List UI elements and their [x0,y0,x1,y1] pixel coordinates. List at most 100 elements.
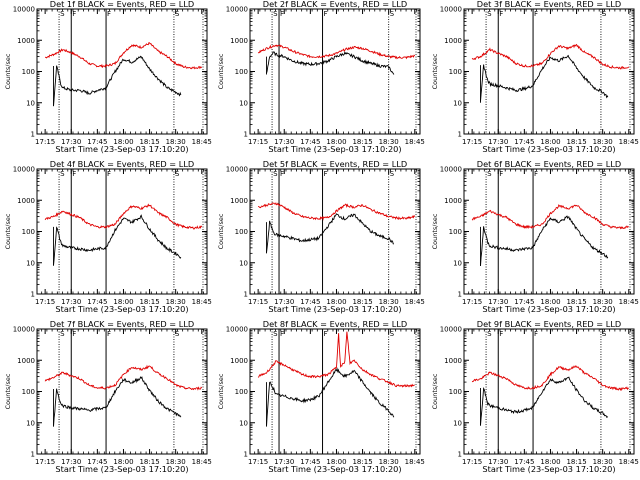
chart-title: Det 3f BLACK = Events, RED = LLD [476,0,620,9]
x-axis-label: Start Time (23-Sep-03 17:10:20) [269,464,402,474]
lld-series-line [471,43,629,70]
detector-panel-8: Det 8f BLACK = Events, RED = LLD Counts/s… [213,319,426,480]
x-tick-label: 18:00 [540,298,560,306]
chart-svg: Det 1f BLACK = Events, RED = LLD Counts/s… [4,0,212,154]
x-tick-label: 17:30 [61,458,81,466]
y-tick-label: 10 [453,419,462,427]
x-tick-label: 17:45 [301,298,321,306]
lld-series-line [258,44,416,60]
detector-panel-5: Det 5f BLACK = Events, RED = LLD Counts/s… [213,159,426,320]
detector-panel-4: Det 4f BLACK = Events, RED = LLD Counts/s… [0,159,213,320]
detector-panel-2: Det 2f BLACK = Events, RED = LLD Counts/s… [213,0,426,160]
marker-label: F [107,170,111,178]
chart-svg: Det 3f BLACK = Events, RED = LLD Counts/s… [431,0,639,154]
x-tick-label: 18:45 [618,298,638,306]
y-tick-label: 1 [457,451,461,459]
x-tick-label: 17:30 [274,138,294,146]
marker-label: F [534,10,538,18]
x-tick-label: 18:15 [353,458,373,466]
marker-label: F [107,330,111,338]
marker-label: S [390,10,395,18]
y-tick-label: 10 [26,99,35,107]
y-tick-label: 10 [239,419,248,427]
events-series-line [53,376,182,427]
y-tick-label: 1 [244,451,248,459]
chart-svg: Det 7f BLACK = Events, RED = LLD Counts/s… [4,319,212,474]
y-tick-label: 100 [235,68,248,76]
y-tick-label: 1000 [444,357,462,365]
marker-label: S [273,10,278,18]
events-series-line [266,367,395,427]
x-axis-label: Start Time (23-Sep-03 17:10:20) [55,144,188,154]
x-axis-label: Start Time (23-Sep-03 17:10:20) [482,304,615,314]
x-axis-label: Start Time (23-Sep-03 17:10:20) [269,304,402,314]
y-tick-label: 10000 [439,166,461,174]
x-tick-label: 18:15 [139,458,159,466]
y-tick-label: 1000 [231,197,249,205]
marker-label: F [499,330,503,338]
chart-svg: Det 6f BLACK = Events, RED = LLD Counts/s… [431,159,639,314]
x-tick-label: 17:15 [462,298,482,306]
y-tick-label: 1000 [444,197,462,205]
y-tick-label: 1 [244,291,248,299]
events-series-line [266,213,395,253]
x-tick-label: 18:30 [379,138,399,146]
x-tick-label: 17:45 [87,298,107,306]
y-tick-label: 1 [31,451,35,459]
y-tick-label: 100 [22,68,35,76]
y-tick-label: 1 [457,291,461,299]
y-tick-label: 1000 [17,37,35,45]
y-tick-label: 10 [239,259,248,267]
x-tick-label: 17:45 [301,138,321,146]
chart-title: Det 1f BLACK = Events, RED = LLD [50,0,194,9]
plot-frame [463,8,635,135]
marker-label: S [273,330,278,338]
chart-title: Det 4f BLACK = Events, RED = LLD [50,159,194,169]
x-tick-label: 17:15 [462,458,482,466]
x-tick-label: 18:45 [618,138,638,146]
x-tick-label: 18:45 [618,458,638,466]
lld-series-line [258,331,416,388]
chart-title: Det 7f BLACK = Events, RED = LLD [50,319,194,329]
detector-panel-6: Det 6f BLACK = Events, RED = LLD Counts/s… [427,159,640,320]
y-tick-label: 1000 [17,357,35,365]
x-tick-label: 17:30 [61,138,81,146]
plot-frame [36,8,208,135]
x-tick-label: 18:15 [353,138,373,146]
x-tick-label: 18:00 [540,138,560,146]
y-axis-label: Counts/sec [217,373,225,409]
y-tick-label: 10000 [13,166,35,174]
marker-label: F [72,330,76,338]
events-series-line [479,376,608,426]
marker-label: S [487,330,492,338]
y-tick-label: 10 [26,419,35,427]
x-tick-label: 18:45 [192,298,212,306]
x-tick-label: 17:30 [274,298,294,306]
marker-label: F [534,170,538,178]
x-tick-label: 18:15 [139,138,159,146]
x-tick-label: 17:30 [488,138,508,146]
chart-title: Det 5f BLACK = Events, RED = LLD [263,159,407,169]
marker-label: F [499,170,503,178]
chart-svg: Det 9f BLACK = Events, RED = LLD Counts/s… [431,319,639,474]
events-series-line [479,54,608,102]
y-tick-label: 10 [239,99,248,107]
y-tick-label: 10000 [13,326,35,334]
x-tick-label: 18:00 [113,138,133,146]
marker-label: F [280,170,284,178]
marker-label: S [273,170,278,178]
x-tick-label: 18:30 [166,138,186,146]
x-tick-label: 18:00 [327,138,347,146]
x-tick-label: 17:15 [35,298,55,306]
marker-label: F [72,170,76,178]
y-axis-label: Counts/sec [431,53,439,89]
detector-panel-3: Det 3f BLACK = Events, RED = LLD Counts/s… [427,0,640,160]
y-tick-label: 1000 [231,357,249,365]
y-tick-label: 10000 [439,326,461,334]
x-tick-label: 18:30 [592,298,612,306]
chart-svg: Det 5f BLACK = Events, RED = LLD Counts/s… [217,159,425,314]
y-tick-label: 100 [22,388,35,396]
x-tick-label: 18:30 [166,458,186,466]
marker-label: S [390,330,395,338]
chart-title: Det 8f BLACK = Events, RED = LLD [263,319,407,329]
